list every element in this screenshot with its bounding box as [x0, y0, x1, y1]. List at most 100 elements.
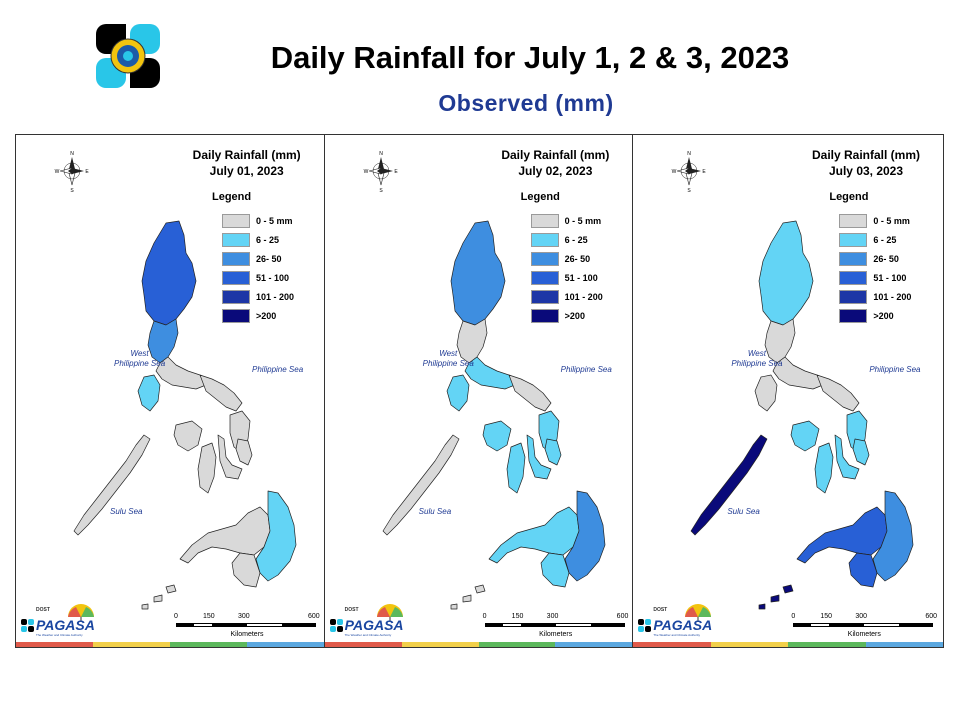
panel-heading: Daily Rainfall (mm): [192, 148, 301, 162]
legend-label: 101 - 200: [256, 291, 295, 302]
legend-item: 101 - 200: [530, 287, 603, 306]
compass-w: W: [55, 169, 60, 175]
region-visayas-cebu-bohol: [834, 434, 860, 480]
panel-date: July 03, 2023: [828, 164, 904, 178]
strip-segment: [710, 642, 789, 647]
legend: Legend 0 - 5 mm 6 - 25 26- 50 51 - 100 101 -…: [521, 191, 603, 325]
legend-swatch: [530, 308, 559, 323]
dost-logo-icon: [21, 619, 34, 632]
legend-swatch: [839, 308, 868, 323]
pagasa-seal-logo: [96, 24, 160, 88]
legend-label: 101 - 200: [873, 291, 912, 302]
west-philippine-sea-label: West Philippine Sea: [114, 349, 166, 368]
scale-tick: 600: [925, 613, 938, 620]
philippine-sea-label: Philippine Sea: [869, 365, 921, 374]
philippines-rainfall-map: [73, 220, 297, 610]
map-panel: Daily Rainfall (mm) July 01, 2023 Legend…: [16, 135, 325, 647]
legend: Legend 0 - 5 mm 6 - 25 26- 50 51 - 100 101 -…: [829, 191, 912, 325]
brand-name: PAGASA: [36, 617, 95, 633]
compass-n: N: [379, 151, 383, 157]
legend-label: 51 - 100: [256, 272, 290, 283]
strip-segment: [478, 642, 556, 647]
map-panel: Daily Rainfall (mm) July 02, 2023 Legend…: [324, 135, 634, 647]
region-visayas-panay: [173, 420, 203, 452]
region-bicol: [199, 374, 243, 412]
legend-swatch: [222, 251, 250, 266]
color-strip: [324, 642, 633, 647]
legend-label: 26- 50: [564, 253, 591, 264]
legend-item: 0 - 5 mm: [530, 211, 603, 230]
legend-item: 6 - 25: [222, 230, 294, 249]
scale-tick: 0: [482, 613, 487, 620]
legend: Legend 0 - 5 mm 6 - 25 26- 50 51 - 100 101 -…: [212, 191, 294, 325]
legend-label: 0 - 5 mm: [564, 215, 602, 226]
brand-top: DOST: [344, 607, 359, 613]
region-visayas-cebu-bohol: [526, 434, 552, 480]
region-palawan: [73, 434, 151, 536]
compass-e: E: [85, 169, 89, 175]
brand-tagline: The Weather and Climate Authority: [36, 633, 83, 637]
compass-e: E: [394, 169, 398, 175]
brand-tagline: The Weather and Climate Authority: [344, 633, 392, 637]
compass-s: S: [688, 188, 692, 193]
philippines-rainfall-map: [690, 220, 914, 610]
west-philippine-sea-label: West Philippine Sea: [422, 349, 474, 368]
dost-logo-icon: [329, 619, 343, 632]
region-visayas-leyte: [235, 438, 253, 466]
legend-swatch: [839, 251, 868, 266]
region-luzon-south: [464, 356, 516, 390]
scale-tick: 0: [174, 613, 178, 620]
legend-label: 0 - 5 mm: [256, 215, 293, 226]
scale-unit: Kilometers: [847, 631, 881, 638]
legend-swatch: [839, 232, 868, 247]
panel-title: Daily Rainfall (mm) July 03, 2023: [801, 147, 931, 179]
legend-item: 26- 50: [530, 249, 603, 268]
pagasa-brand: DOST PAGASA The Weather and Climate Auth…: [637, 603, 715, 639]
legend-swatch: [222, 213, 250, 228]
scale-tick: 300: [238, 613, 250, 620]
region-visayas-negros: [506, 442, 526, 494]
strip-segment: [324, 642, 402, 647]
scale-bar: 0 150 300 600 Kilometers: [481, 613, 631, 643]
color-strip: [633, 642, 943, 647]
legend-item: 6 - 25: [530, 230, 603, 249]
map-panel: Daily Rainfall (mm) July 03, 2023 Legend…: [633, 135, 943, 647]
legend-swatch: [222, 308, 250, 323]
legend-label: 51 - 100: [564, 272, 598, 283]
panel-title: Daily Rainfall (mm) July 01, 2023: [182, 147, 312, 179]
legend-swatch: [222, 270, 250, 285]
legend-item: >200: [839, 306, 911, 325]
region-mindoro: [446, 374, 470, 412]
scale-tick: 150: [511, 613, 524, 620]
strip-segment: [401, 642, 479, 647]
panel-date: July 02, 2023: [518, 164, 593, 178]
region-mindanao-east: [872, 490, 914, 582]
compass-n: N: [688, 151, 692, 157]
legend-item: 0 - 5 mm: [839, 211, 911, 230]
legend-rows: 0 - 5 mm 6 - 25 26- 50 51 - 100 101 - 200 >20…: [530, 211, 603, 325]
region-visayas-panay: [482, 420, 512, 452]
legend-label: 26- 50: [256, 253, 282, 264]
page-subtitle: Observed (mm): [438, 90, 614, 116]
legend-label: 101 - 200: [564, 291, 603, 302]
compass-e: E: [703, 169, 707, 175]
legend-label: 6 - 25: [873, 234, 897, 245]
legend-item: 101 - 200: [222, 287, 294, 306]
region-luzon-north: [758, 220, 814, 326]
panel-title: Daily Rainfall (mm) July 02, 2023: [490, 147, 620, 179]
scale-bar-graphic: [793, 623, 934, 627]
map-panels-frame: Daily Rainfall (mm) July 01, 2023 Legend…: [15, 134, 944, 648]
region-palawan: [690, 434, 768, 536]
legend-title: Legend: [520, 191, 560, 203]
brand-tagline: The Weather and Climate Authority: [653, 633, 700, 637]
legend-swatch: [530, 270, 559, 285]
strip-segment: [555, 642, 633, 647]
west-philippine-sea-label: West Philippine Sea: [731, 349, 783, 368]
pagasa-brand: DOST PAGASA The Weather and Climate Auth…: [20, 603, 98, 639]
region-sulu-islands: [758, 584, 794, 610]
pagasa-brand: DOST PAGASA The Weather and Climate Auth…: [329, 603, 407, 639]
scale-tick: 600: [616, 613, 629, 620]
legend-swatch: [839, 289, 868, 304]
philippines-rainfall-map: [382, 220, 606, 610]
region-sulu-islands: [141, 584, 177, 610]
